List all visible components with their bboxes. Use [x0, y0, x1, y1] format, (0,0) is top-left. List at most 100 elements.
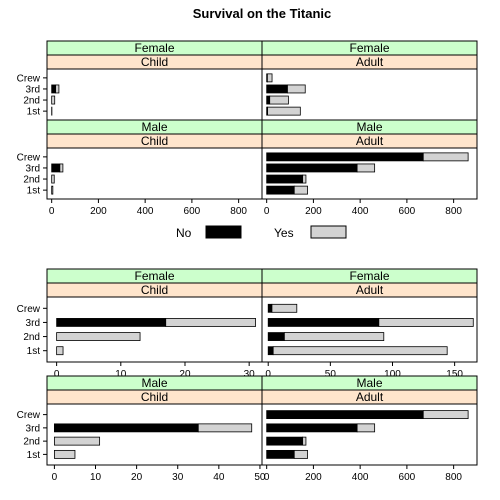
panels: FemaleChildCrew3rd2nd1stFemaleAdultMaleC…	[17, 40, 478, 483]
bar-no-2nd	[266, 436, 304, 446]
x-tick-label: 10	[115, 369, 127, 380]
bar-no-2nd	[266, 174, 304, 184]
bar-yes-2nd	[56, 332, 141, 341]
panel-frame	[46, 403, 263, 466]
bar-yes-2nd	[269, 95, 289, 105]
bar-yes-1st	[267, 106, 301, 116]
y-tick-label: 3rd	[26, 318, 40, 329]
x-tick-label: 30	[244, 369, 256, 380]
strip-sex-label: Female	[349, 269, 389, 283]
y-tick-label: 2nd	[23, 437, 40, 448]
y-tick-label: 2nd	[23, 332, 40, 343]
bar-no-3rd	[51, 163, 61, 173]
y-tick-label: Crew	[17, 73, 41, 84]
x-tick-label: 200	[90, 206, 107, 217]
x-tick-label: 600	[184, 206, 201, 217]
strip-age-label: Child	[141, 283, 168, 297]
strip-sex-label: Male	[141, 376, 167, 390]
x-tick-label: 0	[264, 472, 270, 483]
y-tick-label: Crew	[17, 152, 41, 163]
bar-no-crew	[266, 410, 424, 420]
strip-age-label: Child	[141, 55, 168, 69]
bar-no-1st	[267, 346, 274, 356]
y-tick-label: 3rd	[26, 84, 40, 95]
bar-yes-3rd	[356, 423, 376, 433]
bar-no-3rd	[56, 318, 167, 327]
bar-yes-1st	[293, 449, 308, 459]
strip-age-label: Adult	[356, 134, 384, 148]
x-tick-label: 600	[399, 472, 416, 483]
bar-no-2nd	[267, 332, 285, 341]
strip-sex-label: Male	[141, 120, 167, 134]
strip-sex-label: Male	[356, 376, 382, 390]
y-tick-label: 2nd	[23, 175, 40, 186]
bar-no-2nd	[266, 95, 271, 105]
bar-yes-crew	[422, 410, 469, 420]
y-tick-label: 1st	[27, 107, 41, 118]
legend-yes-label: Yes	[274, 226, 294, 240]
bar-yes-2nd	[283, 332, 385, 341]
legend-yes-swatch	[310, 225, 347, 239]
x-tick-label: 400	[137, 206, 154, 217]
panel-frame	[261, 403, 478, 466]
strip-age-label: Adult	[356, 283, 384, 297]
strip-age-label: Child	[141, 134, 168, 148]
bar-yes-crew	[422, 152, 469, 162]
bar-yes-1st	[56, 346, 64, 356]
x-tick-label: 20	[131, 472, 143, 483]
bar-yes-3rd	[197, 423, 253, 433]
bar-yes-3rd	[59, 163, 64, 173]
bar-no-3rd	[266, 423, 358, 433]
x-tick-label: 0	[54, 369, 60, 380]
panel-frame	[46, 68, 263, 121]
y-tick-label: 1st	[27, 450, 41, 461]
strip-sex-label: Female	[349, 41, 389, 55]
panel-frame	[46, 296, 263, 363]
bar-yes-2nd	[51, 174, 55, 184]
bar-no-1st	[266, 449, 295, 459]
x-tick-label: 0	[265, 369, 271, 380]
bar-no-3rd	[51, 84, 57, 94]
x-tick-label: 50	[325, 369, 337, 380]
bar-yes-3rd	[55, 84, 60, 94]
x-tick-label: 50	[254, 472, 266, 483]
bar-yes-1st	[51, 185, 54, 195]
x-tick-label: 10	[90, 472, 102, 483]
x-tick-label: 40	[213, 472, 225, 483]
strip-age-label: Adult	[356, 390, 384, 404]
x-tick-label: 200	[305, 206, 322, 217]
bar-yes-2nd	[53, 436, 101, 446]
bar-yes-3rd	[287, 84, 306, 94]
chart-title: Survival on the Titanic	[193, 6, 331, 21]
bar-yes-crew	[266, 73, 273, 83]
panel-frame	[261, 147, 478, 200]
x-tick-label: 800	[230, 206, 247, 217]
legend-no-swatch	[205, 225, 242, 239]
strip-sex-label: Male	[356, 120, 382, 134]
bar-yes-crew	[271, 303, 298, 313]
y-tick-label: 3rd	[26, 163, 40, 174]
strip-sex-label: Female	[134, 41, 174, 55]
y-tick-label: 1st	[27, 346, 41, 357]
x-tick-label: 0	[49, 206, 55, 217]
strip-age-label: Child	[141, 390, 168, 404]
bar-no-3rd	[266, 84, 288, 94]
x-tick-label: 0	[52, 472, 58, 483]
bar-yes-2nd	[302, 174, 307, 184]
bar-no-3rd	[53, 423, 199, 433]
x-tick-label: 800	[445, 206, 462, 217]
x-tick-label: 200	[305, 472, 322, 483]
bar-yes-1st	[293, 185, 308, 195]
panel-frame	[261, 296, 478, 363]
x-tick-label: 400	[352, 206, 369, 217]
bar-yes-3rd	[356, 163, 376, 173]
bar-no-1st	[266, 185, 295, 195]
bar-no-crew	[266, 152, 424, 162]
